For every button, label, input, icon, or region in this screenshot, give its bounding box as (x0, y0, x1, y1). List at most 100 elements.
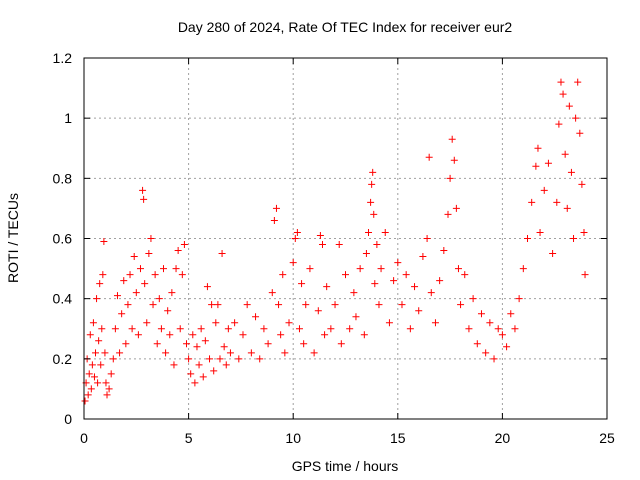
x-tick-label: 15 (390, 430, 406, 446)
data-point (151, 271, 159, 279)
data-point (99, 271, 107, 279)
data-point (559, 90, 567, 98)
data-point (436, 277, 444, 285)
data-point (118, 310, 126, 318)
data-point (310, 349, 318, 357)
y-tick-label: 0.8 (53, 170, 73, 186)
data-point (450, 156, 458, 164)
data-point (536, 228, 544, 236)
data-point (390, 277, 398, 285)
data-point (574, 78, 582, 86)
data-point (277, 331, 285, 339)
data-point (444, 210, 452, 218)
data-point (515, 295, 523, 303)
x-tick-label: 5 (185, 430, 193, 446)
data-point (197, 325, 205, 333)
data-point (367, 198, 375, 206)
data-point (132, 289, 140, 297)
data-point (507, 310, 515, 318)
data-point (331, 301, 339, 309)
data-points (81, 78, 589, 405)
data-point (337, 340, 345, 348)
data-point (316, 231, 324, 239)
data-point (398, 301, 406, 309)
data-point (264, 340, 272, 348)
y-tick-label: 1.2 (53, 50, 73, 66)
data-point (81, 397, 89, 405)
data-point (122, 340, 130, 348)
data-point (469, 295, 477, 303)
data-point (540, 186, 548, 194)
data-point (411, 283, 419, 291)
data-point (425, 153, 433, 161)
data-point (503, 343, 511, 351)
tick-marks (83, 57, 608, 420)
data-point (136, 265, 144, 273)
data-point (203, 283, 211, 291)
data-point (350, 289, 358, 297)
data-point (457, 301, 465, 309)
data-point (402, 271, 410, 279)
data-point (153, 340, 161, 348)
data-point (220, 343, 228, 351)
data-point (570, 235, 578, 242)
data-point (423, 235, 431, 242)
y-tick-label: 0 (64, 411, 72, 427)
data-point (362, 250, 370, 258)
data-point (295, 325, 303, 333)
data-point (164, 307, 172, 315)
data-point (381, 228, 389, 236)
data-point (415, 307, 423, 315)
data-point (87, 385, 95, 393)
data-point (88, 361, 96, 369)
data-point (482, 349, 490, 357)
data-point (102, 379, 110, 387)
data-point (187, 370, 195, 378)
chart-title: Day 280 of 2024, Rate Of TEC Index for r… (178, 19, 513, 35)
data-point (275, 301, 283, 309)
data-point (174, 247, 182, 255)
data-point (96, 280, 104, 288)
data-point (208, 301, 216, 309)
data-point (375, 301, 383, 309)
data-point (272, 204, 280, 212)
data-point (256, 355, 264, 363)
data-point (365, 228, 373, 236)
data-point (370, 210, 378, 218)
data-point (473, 340, 481, 348)
y-axis-label: ROTI / TECUs (5, 193, 21, 283)
data-point (321, 331, 329, 339)
data-point (544, 159, 552, 167)
data-point (116, 349, 124, 357)
data-point (185, 355, 193, 363)
data-point (95, 337, 103, 345)
data-point (431, 319, 439, 327)
data-point (212, 319, 220, 327)
data-point (555, 120, 563, 128)
data-point (216, 355, 224, 363)
data-point (149, 301, 157, 309)
data-point (140, 195, 148, 203)
data-point (92, 349, 100, 357)
data-point (291, 235, 299, 242)
data-point (124, 301, 132, 309)
data-point (532, 162, 540, 170)
data-point (180, 241, 188, 249)
data-point (166, 331, 174, 339)
data-point (557, 78, 565, 86)
data-point (281, 349, 289, 357)
data-point (206, 355, 214, 363)
data-point (195, 361, 203, 369)
data-point (524, 235, 532, 242)
data-point (461, 271, 469, 279)
data-point (239, 331, 247, 339)
data-point (111, 325, 119, 333)
data-point (222, 361, 230, 369)
data-point (318, 241, 326, 249)
data-point (279, 271, 287, 279)
data-point (191, 379, 199, 387)
data-point (581, 271, 589, 279)
data-point (534, 144, 542, 152)
x-tick-label: 20 (495, 430, 511, 446)
y-tick-label: 0.6 (53, 231, 73, 247)
